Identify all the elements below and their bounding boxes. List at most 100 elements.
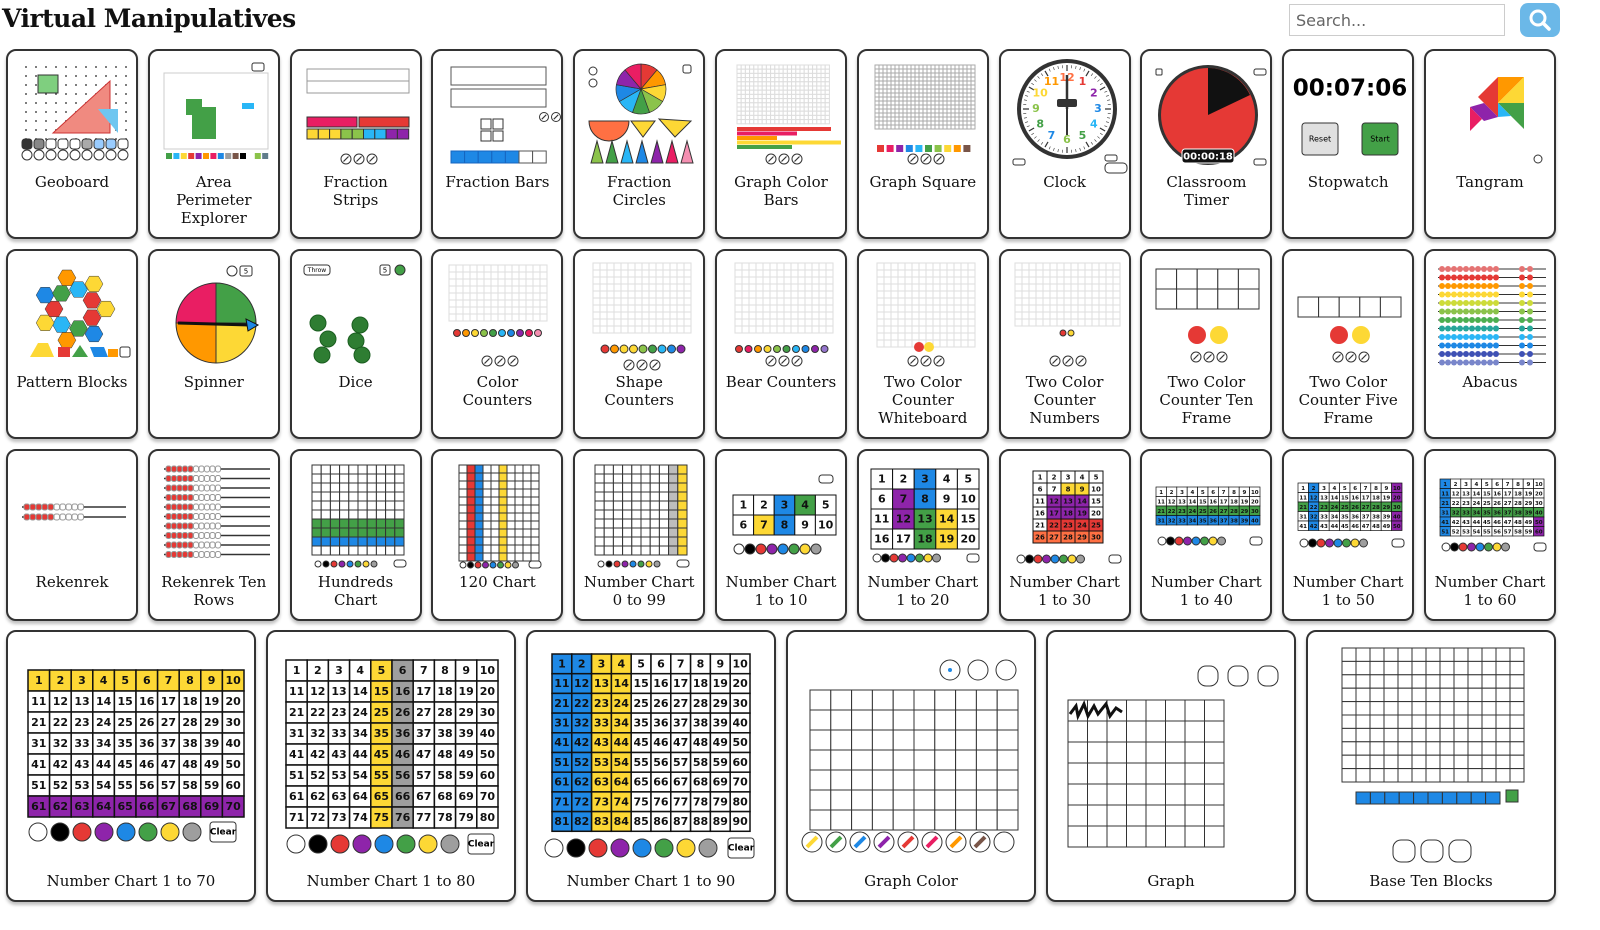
- tile[interactable]: Fraction Bars: [431, 49, 564, 239]
- shape: [1197, 268, 1219, 290]
- thumb-text: 60: [1535, 529, 1543, 535]
- tile[interactable]: 1 2 3 4 5 6 7 8 9 10 11 12 13 14 15 16 17 18 19 20 21 22 23 24 2…: [1424, 449, 1556, 621]
- clock-tick: [1099, 86, 1105, 91]
- shape: [786, 89, 793, 95]
- shape: [960, 290, 969, 299]
- tile[interactable]: Graph: [1046, 630, 1296, 902]
- thumb-text: 1: [1301, 486, 1305, 492]
- tile[interactable]: Two Color Counter Numbers: [998, 249, 1131, 439]
- tile[interactable]: 1 2 3 4 5 6 7 8 9 10 11 12 13 14 15 16 17 18 19 20 21 22 23 24 2…: [1140, 449, 1273, 621]
- tile[interactable]: 1 2 3 4 5 6 7 8 9 10 11 12 13 14 15 16 17 18 19 20 21 22 23 24 2…: [1282, 449, 1415, 621]
- shape: [925, 325, 934, 334]
- tile[interactable]: 123456789101112Clock: [998, 49, 1131, 239]
- tile[interactable]: Graph Color: [786, 630, 1036, 902]
- shape: [930, 116, 936, 122]
- shape: [241, 103, 254, 109]
- shape: [599, 325, 608, 334]
- search-box[interactable]: Search...: [1289, 4, 1505, 36]
- shape: [1105, 276, 1114, 285]
- shape: [906, 553, 916, 563]
- shape: [613, 464, 624, 475]
- shape: [910, 92, 916, 98]
- tile[interactable]: Throw 5 Dice: [289, 249, 422, 439]
- shape: [505, 150, 520, 164]
- thumbnail: [450, 66, 562, 164]
- tile[interactable]: 1 2 3 4 5 6 7 8 9 10 11 12 13 14 15 16 17 18 19 20 21 22 23 24 2…: [6, 630, 256, 902]
- shape: [209, 821, 237, 843]
- tile[interactable]: Two Color Counter Ten Frame: [1140, 249, 1273, 439]
- shape: [394, 264, 406, 276]
- shape: [749, 72, 755, 79]
- thumb-text: 33: [331, 727, 346, 740]
- tile[interactable]: Tangram: [1424, 49, 1556, 239]
- tile[interactable]: Abacus: [1424, 249, 1556, 439]
- shape: [1453, 674, 1469, 689]
- tile[interactable]: Hundreds Chart: [289, 449, 422, 621]
- tile[interactable]: 5 Spinner: [147, 249, 280, 439]
- shape: [797, 262, 806, 271]
- tile[interactable]: 00:00:18 Classroom Timer: [1140, 49, 1273, 239]
- shape: [799, 543, 811, 555]
- tile[interactable]: Fraction Circles: [573, 49, 706, 239]
- shape: [1481, 283, 1487, 289]
- shape: [755, 269, 764, 278]
- shape: [1469, 291, 1475, 298]
- search-button[interactable]: [1520, 3, 1560, 37]
- tile[interactable]: Geoboard: [6, 49, 138, 239]
- shape: [769, 297, 778, 306]
- tile[interactable]: Two Color Counter Whiteboard: [856, 249, 989, 439]
- shape: [214, 513, 221, 520]
- thumb-text: 13: [1179, 499, 1187, 505]
- tile[interactable]: Number Chart 0 to 99: [573, 449, 706, 621]
- shape: [187, 494, 194, 501]
- shape: [890, 100, 896, 106]
- tile[interactable]: Shape Counters: [573, 249, 706, 439]
- shape: [498, 520, 508, 530]
- thumb-text: 47: [673, 736, 688, 749]
- shape: [958, 64, 964, 70]
- shape: [483, 285, 492, 294]
- tile[interactable]: Bear Counters: [715, 249, 847, 439]
- shape: [320, 536, 331, 547]
- tile[interactable]: 120 Chart: [431, 449, 564, 621]
- label-line: 0 to 99: [612, 591, 666, 609]
- shape: [648, 283, 657, 292]
- tile[interactable]: Graph Color Bars: [715, 49, 847, 239]
- thumb-text: 34: [96, 737, 112, 750]
- tile[interactable]: Two Color Counter Five Frame: [1282, 249, 1415, 439]
- shape: [1014, 311, 1023, 320]
- tile[interactable]: Area Perimeter Explorer: [147, 49, 280, 239]
- tile[interactable]: Rekenrek: [6, 449, 138, 621]
- shape: [824, 110, 830, 116]
- tile[interactable]: Fraction Strips: [289, 49, 422, 239]
- shape: [774, 102, 780, 108]
- tile[interactable]: Pattern Blocks: [6, 249, 138, 439]
- tile[interactable]: Base Ten Blocks: [1306, 630, 1556, 902]
- tile[interactable]: 1 2 3 4 5 6 7 8 9 10 Number Chart 1 to 10: [715, 449, 847, 621]
- tile[interactable]: 1 2 3 4 5 6 7 8 9 10 11 12 13 14 15 16 17 18 19 20 21 22 23 24 2…: [526, 630, 776, 902]
- shape: [762, 269, 771, 278]
- shape: [962, 108, 968, 114]
- shape: [1451, 325, 1457, 332]
- shape: [790, 283, 799, 292]
- shape: [125, 129, 127, 131]
- shape: [1475, 542, 1485, 552]
- tile[interactable]: Color Counters: [431, 249, 564, 439]
- tile[interactable]: Rekenrek Ten Rows: [147, 449, 280, 621]
- shape: [914, 80, 920, 86]
- shape: [466, 528, 476, 538]
- tile[interactable]: 1 2 3 4 5 6 7 8 9 10 11 12 13 14 15 16 17 18 19 20 Number Ch…: [856, 449, 989, 621]
- shape: [198, 541, 205, 549]
- thumb-text: 8: [186, 674, 194, 687]
- shape: [1075, 554, 1085, 564]
- tile[interactable]: 00:07:06 Reset Start Stopwatch: [1282, 49, 1415, 239]
- tile[interactable]: Graph Square: [856, 49, 989, 239]
- thumb-text: 42: [53, 758, 68, 771]
- tile[interactable]: 1 2 3 4 5 6 7 8 9 10 11 12 13 14 15 16 17 18 19 20 21 22 23 24 2…: [998, 449, 1131, 621]
- thumb-text: 52: [1452, 529, 1460, 535]
- tile[interactable]: 1 2 3 4 5 6 7 8 9 10 11 12 13 14 15 16 17 18 19 20 21 22 23 24 2…: [266, 630, 516, 902]
- shape: [946, 104, 952, 110]
- shape: [816, 81, 822, 87]
- shape: [458, 496, 468, 506]
- thumb-text: 2: [1312, 486, 1316, 492]
